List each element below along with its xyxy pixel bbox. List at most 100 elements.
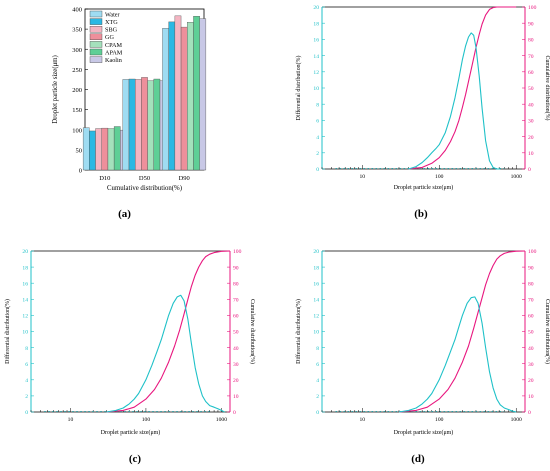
bar-gg-d50 (141, 77, 148, 171)
bar-gg-d10 (101, 127, 109, 171)
bar-cpam-d90 (187, 22, 194, 171)
y2-tick-label: 30 (528, 362, 534, 368)
y-tick-label: 10 (313, 330, 319, 336)
y2-tick-label: 20 (233, 378, 239, 384)
bar-xtg-d50 (128, 78, 136, 171)
y2-tick-label: 30 (528, 119, 534, 125)
y-tick-label: 14 (22, 298, 28, 304)
y-tick-label: 100 (72, 127, 82, 134)
x-tick-label: 10 (359, 417, 365, 423)
y-tick-label: 2 (316, 394, 319, 400)
y2-tick-label: 30 (233, 362, 239, 368)
legend-label: Kaolin (105, 57, 122, 64)
y-tick-label: 8 (316, 102, 319, 108)
y2-tick-label: 50 (528, 330, 534, 336)
legend-swatch (89, 33, 103, 40)
y-tick-label: 20 (313, 249, 319, 255)
y2-tick-label: 70 (233, 298, 239, 304)
y-tick-label: 20 (22, 249, 28, 255)
legend-label: XTG (105, 19, 118, 26)
y2-tick-label: 40 (528, 346, 534, 352)
y2-tick-label: 90 (528, 21, 534, 27)
y-tick-label: 12 (22, 314, 28, 320)
y2-tick-label: 90 (233, 265, 239, 271)
cumulative-distribution-curve (408, 6, 517, 170)
y-tick-label: 18 (22, 265, 28, 271)
bar-xtg-d10 (89, 130, 96, 171)
differential-distribution-curve (398, 296, 517, 413)
y-tick-label: 14 (313, 54, 319, 60)
x-tick-label: D10 (99, 175, 110, 182)
x-tick-label: D50 (139, 175, 150, 182)
panel-label: (c) (129, 453, 142, 465)
bar-water-d10 (82, 127, 90, 171)
y-tick-label: 4 (316, 378, 319, 384)
bar-apam-d10 (113, 126, 121, 171)
y-tick-label: 6 (316, 119, 319, 125)
differential-distribution-curve (106, 294, 225, 413)
y2-axis-title: Cumulative distribution(%) (249, 299, 256, 364)
y2-tick-label: 80 (528, 281, 534, 287)
x-tick-label: 1000 (511, 174, 522, 180)
x-axis-title: Droplet particle size(μm) (101, 429, 160, 436)
x-tick-label: 100 (435, 417, 444, 423)
y-tick-label: 18 (313, 21, 319, 27)
y2-axis-title: Cumulative distribution(%) (544, 299, 550, 364)
legend-swatch (89, 10, 103, 18)
y-tick-label: 4 (25, 378, 28, 384)
bar-sbg-d10 (95, 128, 102, 171)
y2-tick-label: 100 (528, 249, 537, 255)
y-tick-label: 10 (22, 330, 28, 336)
y2-tick-label: 70 (528, 54, 534, 60)
y-tick-label: 150 (72, 107, 82, 114)
legend-label: SBG (105, 27, 118, 34)
y-tick-label: 18 (313, 265, 319, 271)
y-tick-label: 350 (72, 27, 82, 34)
x-axis-title: Droplet particle size(μm) (394, 184, 453, 191)
y2-tick-label: 0 (528, 410, 531, 416)
y-tick-label: 20 (313, 5, 319, 11)
y-tick-label: 12 (313, 70, 319, 76)
y2-tick-label: 20 (528, 135, 534, 141)
bar-apam-d90 (193, 16, 200, 171)
y-tick-label: 2 (25, 394, 28, 400)
y-tick-label: 8 (25, 346, 28, 352)
bar-kaolin-d90 (199, 18, 207, 171)
legend-swatch (89, 26, 103, 33)
y2-tick-label: 100 (233, 249, 242, 255)
y2-tick-label: 0 (233, 410, 236, 416)
panel-label: (a) (118, 208, 131, 220)
legend-label: GG (105, 34, 114, 41)
y2-tick-label: 10 (233, 394, 239, 400)
bar-cpam-d10 (107, 128, 115, 171)
y-tick-label: 300 (72, 47, 82, 54)
y2-tick-label: 70 (528, 298, 534, 304)
y-tick-label: 0 (316, 410, 319, 416)
y-tick-label: 0 (79, 168, 82, 175)
legend-label: Water (105, 11, 120, 18)
x-tick-label: 100 (435, 174, 444, 180)
y2-tick-label: 0 (528, 167, 531, 173)
y-tick-label: 14 (313, 298, 319, 304)
y2-tick-label: 50 (233, 330, 239, 336)
y-tick-label: 12 (313, 314, 319, 320)
y2-tick-label: 20 (528, 378, 534, 384)
x-axis-title: Cumulative distribution(%) (107, 185, 182, 192)
y-tick-label: 2 (316, 151, 319, 157)
y-axis-title: Droplet particle size(μm) (52, 55, 59, 124)
y2-tick-label: 90 (528, 265, 534, 271)
y-tick-label: 0 (25, 410, 28, 416)
cumulative-distribution-curve (398, 250, 526, 413)
bar-water-d50 (122, 79, 130, 171)
y-tick-label: 200 (72, 87, 82, 94)
bar-sbg-d50 (134, 79, 142, 171)
differential-distribution-curve (408, 32, 501, 170)
y2-tick-label: 80 (233, 281, 239, 287)
y2-tick-label: 40 (233, 346, 239, 352)
y-tick-label: 8 (316, 346, 319, 352)
bar-xtg-d90 (168, 21, 176, 171)
x-tick-label: 10 (359, 174, 365, 180)
cumulative-distribution-curve (106, 250, 231, 413)
y2-tick-label: 10 (528, 394, 534, 400)
legend-swatch (89, 48, 103, 56)
